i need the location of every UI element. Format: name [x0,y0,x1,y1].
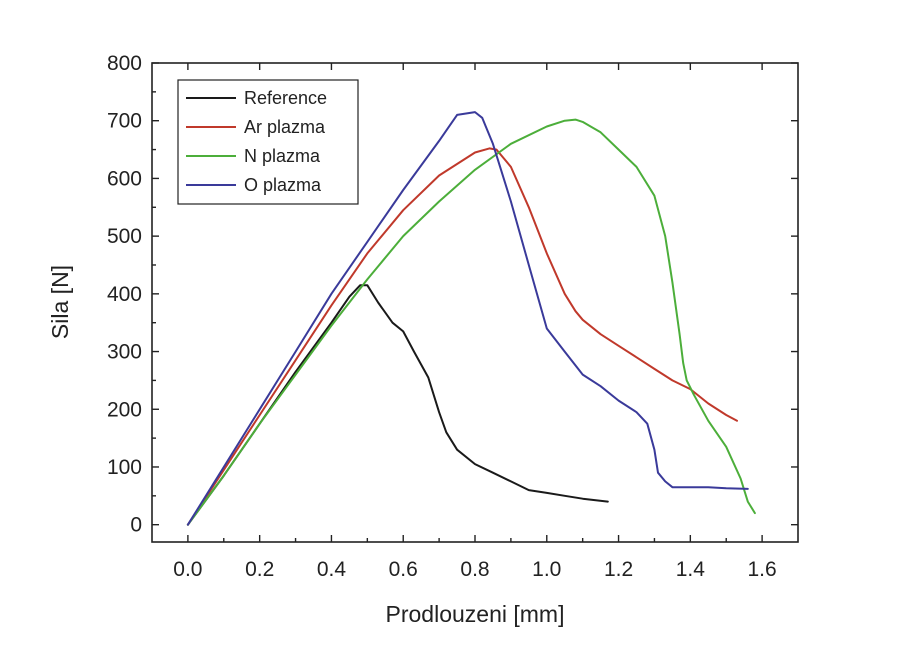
y-tick-label: 300 [107,341,142,364]
legend-label-reference: Reference [244,88,327,108]
legend-label-o-plazma: O plazma [244,175,322,195]
y-tick-label: 100 [107,456,142,479]
x-tick-label: 0.0 [173,558,202,581]
x-tick-label: 0.8 [460,558,489,581]
series-lines [186,111,756,526]
legend-box [177,79,359,205]
x-tick-label: 1.0 [532,558,561,581]
y-tick-label: 800 [107,52,142,75]
x-tick-label: 1.4 [676,558,706,581]
x-axis-title: Prodlouzeni [mm] [386,601,565,627]
x-tick-label: 0.4 [317,558,347,581]
x-tick-label: 0.6 [389,558,418,581]
series-line-ar-plazma [186,147,738,526]
x-axis-ticks: 0.0 0.2 0.4 0.6 0.8 1.0 1.2 1.4 1.6 [173,63,777,581]
legend-label-ar-plazma: Ar plazma [244,117,326,137]
y-tick-label: 400 [107,283,142,306]
y-axis-ticks: 0 100 200 300 400 500 600 700 800 [107,52,798,537]
x-tick-label: 0.2 [245,558,274,581]
series-line-n-plazma [186,118,756,526]
legend: Reference Ar plazma N plazma O plazma [177,79,359,205]
y-tick-label: 600 [107,167,142,190]
x-tick-label: 1.2 [604,558,633,581]
series-line-o-plazma [186,111,749,526]
y-tick-label: 700 [107,110,142,133]
y-tick-label: 0 [130,514,142,537]
y-axis-title: Sila [N] [47,265,73,339]
x-tick-label: 1.6 [748,558,777,581]
legend-label-n-plazma: N plazma [244,146,321,166]
series-line-reference [186,284,609,526]
y-tick-label: 200 [107,398,142,421]
y-tick-label: 500 [107,225,142,248]
